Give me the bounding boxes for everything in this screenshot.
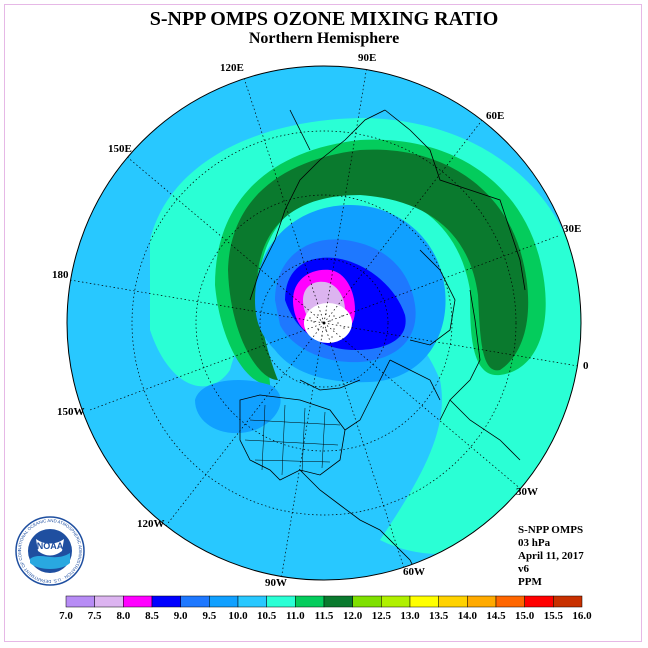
info-version: v6 — [518, 563, 529, 575]
color-bar-swatch — [94, 595, 124, 608]
color-bar-tick-label: 14.0 — [457, 610, 477, 622]
info-block: S-NPP OMPS 03 hPa April 11, 2017 v6 PPM — [518, 524, 584, 589]
field-11-5 — [228, 149, 529, 380]
color-bar-tick-label: 14.5 — [486, 610, 506, 622]
color-bar-swatch — [295, 595, 325, 608]
us-states — [244, 404, 341, 476]
color-bar-swatch — [438, 595, 468, 608]
map-subtitle: Northern Hemisphere — [248, 30, 400, 47]
lon-label-30w: 30W — [516, 486, 538, 498]
no-data-dots — [309, 313, 345, 338]
lon-label-90e: 90E — [358, 52, 377, 64]
color-bar-tick-label: 7.0 — [59, 610, 73, 622]
figure-frame — [4, 4, 642, 642]
color-bar-swatch — [524, 595, 554, 608]
color-bar-tick-label: 11.5 — [314, 610, 334, 622]
info-instrument: S-NPP OMPS — [518, 524, 584, 536]
color-bar-tick-label: 13.5 — [429, 610, 449, 622]
map-title: S-NPP OMPS OZONE MIXING RATIO — [149, 8, 499, 30]
lon-label-120e: 120E — [220, 62, 244, 74]
color-bar-swatch — [237, 595, 267, 608]
lon-label-120w: 120W — [137, 518, 165, 530]
color-bar-swatch — [180, 595, 210, 608]
map-border — [66, 65, 582, 581]
color-bar-swatch — [409, 595, 439, 608]
info-level: 03 hPa — [518, 537, 551, 549]
info-units: PPM — [518, 576, 542, 588]
color-bar-tick-label: 8.5 — [145, 610, 159, 622]
color-bar-tick-label: 15.0 — [515, 610, 535, 622]
lon-label-30e: 30E — [563, 223, 582, 235]
color-bar-tick-label: 15.5 — [543, 610, 563, 622]
color-bar-swatch — [209, 595, 239, 608]
color-bar-swatch — [266, 595, 296, 608]
color-bar-swatch — [123, 595, 153, 608]
color-bar-tick-label: 11.0 — [286, 610, 305, 622]
color-bar-tick-label: 9.0 — [173, 610, 188, 622]
lon-label-150w: 150W — [57, 406, 85, 418]
color-bar-tick-label: 8.0 — [116, 610, 131, 622]
noaa-logo: NOAA NATIONAL OCEANIC AND ATMOSPHERIC AD… — [14, 515, 85, 586]
field-9-5-south — [195, 380, 281, 434]
color-bar-swatch — [323, 595, 353, 608]
lon-label-90w: 90W — [265, 577, 287, 589]
color-bar — [65, 595, 583, 608]
color-bar-swatch — [553, 595, 583, 608]
color-bar-tick-label: 12.0 — [343, 610, 363, 622]
color-bar-tick-label: 10.5 — [257, 610, 277, 622]
info-date: April 11, 2017 — [518, 550, 584, 562]
no-data-region — [304, 303, 352, 343]
color-bar-tick-label: 16.0 — [572, 610, 592, 622]
color-bar-swatch — [467, 595, 497, 608]
color-bar-swatch — [151, 595, 181, 608]
color-bar-swatch — [352, 595, 382, 608]
lon-label-60w: 60W — [403, 566, 425, 578]
color-bar-swatch — [381, 595, 411, 608]
color-bar-tick-label: 10.0 — [228, 610, 248, 622]
color-bar-swatch — [65, 595, 95, 608]
color-bar-tick-label: 13.0 — [400, 610, 420, 622]
lon-label-150e: 150E — [108, 143, 132, 155]
logo-text: NOAA — [37, 541, 64, 551]
lon-label-60e: 60E — [486, 110, 505, 122]
color-bar-tick-label: 12.5 — [371, 610, 391, 622]
lon-label-180: 180 — [52, 269, 69, 281]
color-bar-swatch — [495, 595, 525, 608]
graticule — [69, 66, 579, 580]
coastlines — [239, 109, 526, 580]
lon-label-0: 0 — [583, 360, 589, 372]
color-bar-tick-label: 9.5 — [202, 610, 217, 622]
color-bar-tick-label: 7.5 — [87, 610, 102, 622]
